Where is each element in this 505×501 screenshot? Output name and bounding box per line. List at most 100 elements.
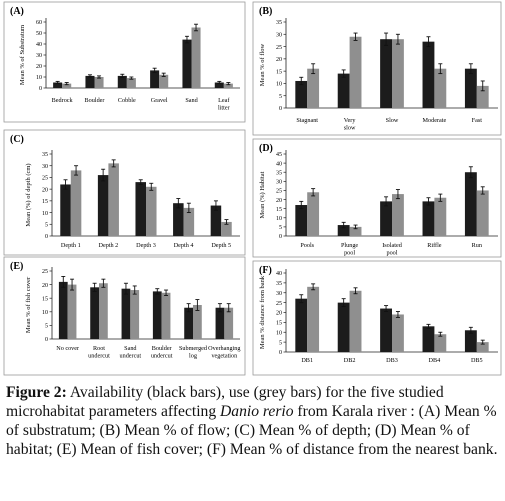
x-tick-label: Pools: [300, 242, 314, 249]
use-bar: [130, 290, 140, 339]
y-tick-label: 10: [42, 310, 48, 316]
y-tick-label: 25: [42, 176, 48, 182]
use-bar: [94, 77, 104, 88]
use-bar: [349, 226, 362, 236]
y-tick-label: 25: [276, 301, 282, 307]
y-axis-label: Mean (%) Habitat: [259, 171, 266, 218]
availability-bar: [464, 172, 477, 236]
use-bar: [193, 305, 202, 339]
availability-bar: [295, 80, 308, 108]
use-bar: [476, 342, 489, 352]
y-tick-label: 35: [276, 20, 282, 26]
availability-bar: [380, 39, 392, 109]
y-tick-label: 0: [279, 350, 282, 356]
x-tick-label: Bedrock: [52, 97, 74, 104]
panel-frame: [3, 1, 246, 123]
x-tick-label: Stagnant: [296, 117, 318, 124]
x-tick-label: DB3: [386, 357, 398, 364]
use-bar: [161, 292, 171, 339]
y-tick-label: 10: [36, 75, 42, 81]
x-tick-label: undercut: [120, 353, 142, 360]
availability-bar: [337, 73, 350, 108]
y-tick-label: 10: [42, 211, 48, 217]
x-tick-label: Very: [344, 117, 357, 124]
y-tick-label: 35: [276, 170, 282, 176]
use-bar: [307, 68, 320, 108]
x-tick-label: Sand: [185, 97, 198, 104]
availability-bar: [58, 281, 68, 339]
y-tick-label: 45: [276, 152, 282, 158]
y-tick-label: 25: [276, 45, 282, 51]
y-tick-label: 35: [42, 152, 48, 158]
caption-text: Availability (black bars), use (grey bar…: [6, 384, 444, 420]
y-tick-label: 15: [276, 207, 282, 213]
y-tick-label: 20: [276, 311, 282, 317]
use-bar: [99, 283, 108, 339]
x-tick-label: Sand: [124, 345, 137, 352]
use-bar: [224, 307, 234, 339]
availability-bar: [337, 225, 350, 236]
y-axis-label: Mean % of Substratum: [19, 25, 26, 85]
y-tick-label: 30: [42, 164, 48, 170]
y-tick-label: 60: [36, 20, 42, 26]
y-tick-label: 0: [45, 337, 48, 343]
panel-frame: [252, 1, 502, 136]
y-tick-label: 10: [276, 330, 282, 336]
use-bar: [62, 83, 72, 88]
y-tick-label: 15: [42, 296, 48, 302]
x-tick-label: Boulder: [152, 345, 172, 352]
y-tick-label: 5: [45, 222, 48, 228]
use-bar: [307, 192, 320, 236]
y-axis-label: Mean (%) of depth (cm): [25, 163, 32, 226]
x-tick-label: Depth 3: [136, 242, 156, 249]
x-tick-label: Riffle: [427, 242, 442, 249]
use-bar: [67, 284, 77, 339]
availability-bar: [295, 298, 308, 352]
y-tick-label: 35: [276, 281, 282, 287]
use-bar: [392, 194, 404, 236]
y-tick-label: 0: [279, 234, 282, 240]
use-bar: [392, 39, 404, 109]
y-axis-label: Mean % of fish cover: [25, 276, 32, 333]
availability-bar: [182, 39, 192, 88]
use-bar: [108, 163, 119, 236]
use-bar: [434, 68, 447, 108]
availability-bar: [173, 203, 184, 236]
availability-bar: [135, 182, 146, 236]
caption-species: Danio rerio: [220, 403, 294, 420]
y-tick-label: 0: [279, 106, 282, 112]
x-tick-label: Depth 5: [211, 242, 231, 249]
x-tick-label: vegetation: [211, 353, 237, 360]
use-bar: [392, 314, 404, 352]
x-tick-label: DB1: [301, 357, 313, 364]
y-tick-label: 10: [276, 82, 282, 88]
availability-bar: [422, 326, 435, 352]
y-tick-label: 10: [276, 216, 282, 222]
y-tick-label: 5: [279, 225, 282, 231]
panel-frame: [3, 129, 246, 256]
panel-label: (D): [259, 143, 273, 154]
caption-text-end: from Karala river : (A) Mean % of substr…: [6, 403, 498, 458]
x-tick-label: Boulder: [85, 97, 105, 104]
figure-label: Figure 2:: [6, 384, 67, 401]
availability-bar: [422, 41, 435, 108]
y-tick-label: 20: [42, 187, 48, 193]
x-tick-label: undercut: [88, 353, 110, 360]
availability-bar: [117, 75, 127, 88]
y-tick-label: 5: [279, 340, 282, 346]
use-bar: [223, 83, 233, 88]
availability-bar: [85, 75, 95, 88]
panel-label: (F): [259, 265, 272, 276]
x-tick-label: Run: [472, 242, 482, 249]
use-bar: [307, 286, 320, 352]
panel-label: (E): [10, 261, 23, 272]
use-bar: [183, 207, 195, 236]
y-tick-label: 20: [42, 283, 48, 289]
use-bar: [434, 334, 447, 352]
y-tick-label: 0: [45, 234, 48, 240]
panel-label: (A): [10, 6, 24, 17]
y-tick-label: 30: [276, 180, 282, 186]
x-tick-label: Depth 4: [174, 242, 194, 249]
y-tick-label: 25: [276, 189, 282, 195]
x-tick-label: DB2: [344, 357, 356, 364]
